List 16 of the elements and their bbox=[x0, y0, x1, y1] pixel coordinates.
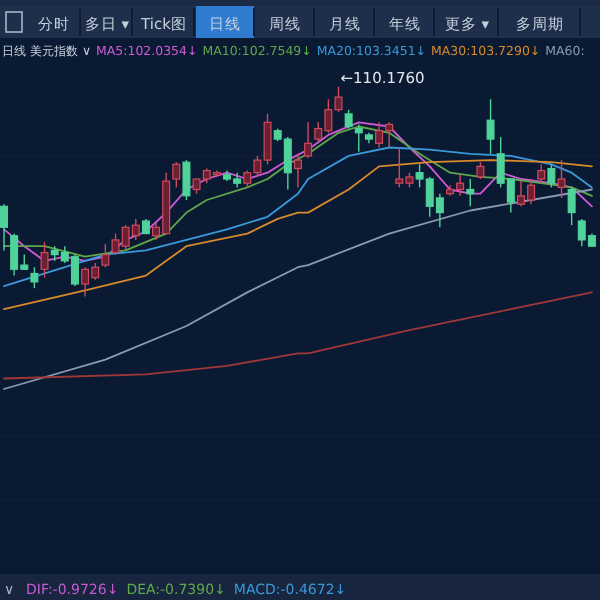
candlestick bbox=[567, 186, 576, 226]
candlestick bbox=[344, 109, 353, 130]
candlestick bbox=[547, 163, 556, 189]
candlestick bbox=[101, 243, 110, 268]
candlestick bbox=[182, 159, 191, 201]
candlestick bbox=[40, 241, 49, 279]
candlestick bbox=[354, 123, 363, 153]
candlestick bbox=[293, 153, 302, 189]
candlestick bbox=[466, 178, 475, 207]
candlestick bbox=[0, 203, 8, 252]
candlestick bbox=[30, 266, 39, 289]
candlestick bbox=[537, 163, 546, 184]
candlestick bbox=[172, 161, 181, 189]
candlestick bbox=[486, 98, 495, 155]
candlestick bbox=[557, 159, 566, 199]
candlestick bbox=[304, 121, 313, 159]
